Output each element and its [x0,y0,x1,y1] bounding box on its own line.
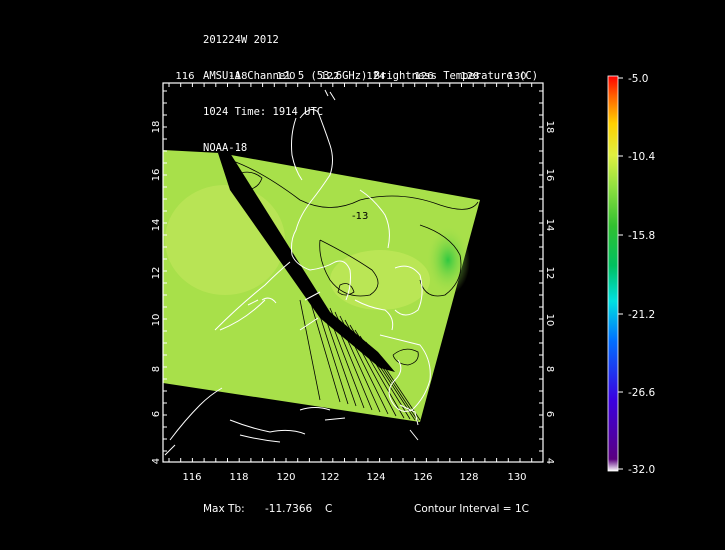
swath-gap [218,153,395,372]
colorbar-ticks [618,77,623,470]
colorbar-label: -26.6 [628,387,656,399]
lat-label: 12 [544,267,555,280]
product-title: AMSU-A Channel 5 (53.6GHz) Brightness Te… [203,70,539,82]
lat-label: 18 [151,121,162,134]
lon-labels-bottom: 116 118 120 122 124 126 128 130 [182,472,526,483]
lon-label: 118 [228,71,247,82]
lat-label: 12 [151,267,162,280]
contour-interval: Contour Interval = 1C [414,503,529,515]
max-tb-value: -11.7366 [265,503,313,515]
lat-label: 10 [544,314,555,327]
lon-label: 116 [175,71,194,82]
lat-label: 16 [544,169,555,182]
lon-label: 128 [460,71,479,82]
contour-label: -13 [352,211,368,222]
lon-label: 126 [414,71,433,82]
map-header: 201224W 2012 AMSU-A Channel 5 (53.6GHz) … [203,10,538,166]
lat-labels-right: 18 16 14 12 10 8 6 4 [544,121,555,465]
contour-lines [229,159,479,422]
colorbar-label: -21.2 [628,309,656,321]
max-tb-unit: C [325,503,333,515]
lat-label: 16 [151,169,162,182]
lat-label: 8 [151,366,162,372]
lon-label: 130 [507,71,526,82]
pass-time: 1024 Time: 1914 UTC [203,106,324,118]
colorbar-label: -5.0 [628,73,649,85]
colorbar-label: -10.4 [628,151,656,163]
axis-ticks [163,83,543,462]
lat-label: 10 [151,314,162,327]
colorbar [607,75,619,472]
lon-label: 126 [413,472,432,483]
colorbar-label: -32.0 [628,464,656,476]
lon-label: 120 [276,472,295,483]
lon-label: 116 [182,472,201,483]
lat-label: 8 [544,366,555,372]
lat-label: 6 [544,411,555,417]
lat-label: 4 [151,458,162,464]
lon-label: 118 [229,472,248,483]
map-frame [162,82,544,463]
lon-label: 122 [320,71,339,82]
storm-id-year: 201224W 2012 [203,34,279,46]
colorbar-label: -15.8 [628,230,656,242]
lat-label: 18 [544,121,555,134]
coastlines [164,89,431,456]
satellite-name: NOAA-18 [203,142,248,154]
max-tb-label: Max Tb: [203,503,245,515]
lat-label: 4 [544,458,555,464]
lat-label: 14 [544,219,555,232]
lon-label: 130 [507,472,526,483]
lon-label: 124 [366,71,385,82]
lon-label: 124 [366,472,385,483]
lat-label: 14 [151,219,162,232]
lat-labels-left: 18 16 14 12 10 8 6 4 [151,121,162,465]
lat-label: 6 [151,411,162,417]
lon-label: 122 [320,472,339,483]
lon-label: 120 [276,71,295,82]
lon-label: 128 [459,472,478,483]
lon-labels-top: 116 118 120 122 124 126 128 130 [175,71,526,82]
